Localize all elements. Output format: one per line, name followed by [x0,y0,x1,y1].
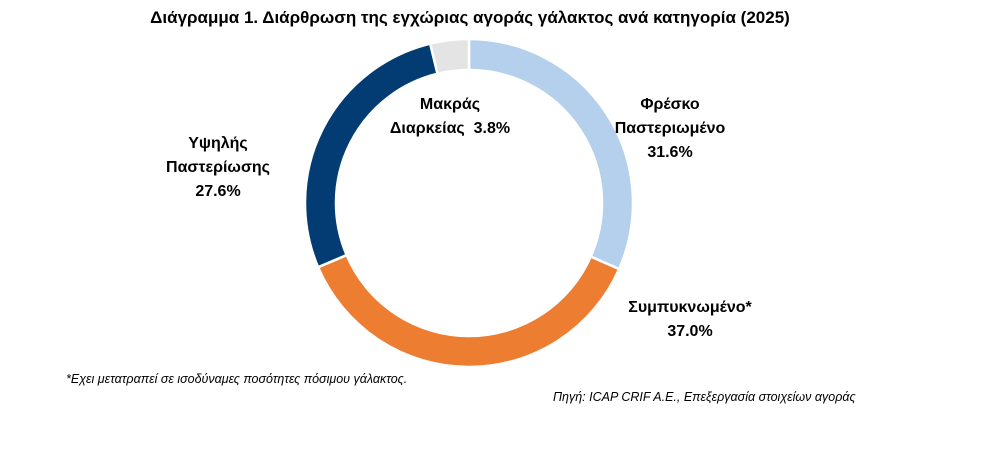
label-long-life-value: 3.8% [473,120,511,137]
donut-slice-3 [428,37,471,76]
source-note: Πηγή: ICAP CRIF A.E., Επεξεργασία στοιχε… [553,390,856,404]
label-uht-value: 27.6% [195,183,241,200]
label-uht: Υψηλής Παστερίωσης 27.6% [148,132,288,204]
donut-slice-1 [316,253,621,369]
label-long-life-line2: Διαρκείας 3.8% [360,117,540,141]
label-fresh: Φρέσκο Παστεριωμένο 31.6% [600,93,740,165]
label-fresh-line2: Παστεριωμένο [614,120,726,137]
label-long-life-name: Διαρκείας [389,120,465,137]
footnote: *Εχει μετατραπεί σε ισοδύναμες ποσότητες… [66,372,408,386]
label-uht-line2: Παστερίωσης [166,159,270,176]
label-long-life: Μακράς Διαρκείας 3.8% [360,93,540,141]
label-condensed-line1: Συμπυκνωμένο* [628,299,752,316]
label-fresh-line1: Φρέσκο [640,96,700,113]
label-long-life-line1: Μακράς [419,96,481,113]
label-uht-line1: Υψηλής [188,135,248,152]
label-condensed-value: 37.0% [667,323,713,340]
chart-title: Διάγραμμα 1. Διάρθρωση της εγχώριας αγορ… [150,8,790,27]
label-condensed: Συμπυκνωμένο* 37.0% [610,296,770,344]
donut-slice-2 [303,42,440,269]
label-fresh-value: 31.6% [647,144,693,161]
